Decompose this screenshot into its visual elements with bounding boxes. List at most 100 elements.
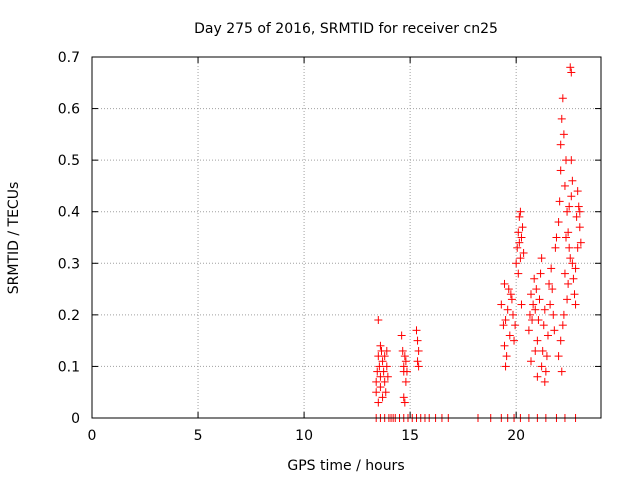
data-point [378,357,387,366]
y-tick-label: 0.7 [58,50,80,66]
data-point [539,321,548,330]
data-point [554,352,563,361]
data-point [543,331,552,340]
data-point [499,321,508,330]
data-point [574,202,583,211]
data-point [525,310,534,319]
y-tick-label: 0.3 [58,256,80,272]
data-point [566,63,575,72]
data-point [378,393,387,402]
data-point [535,295,544,304]
data-point [542,352,551,361]
data-point [501,362,510,371]
data-point [400,352,409,361]
data-point [551,243,560,252]
data-point [382,362,391,371]
data-point [533,336,542,345]
data-point [530,274,539,283]
data-point [413,357,422,366]
data-point [533,372,542,381]
data-point [529,300,538,309]
data-point [537,362,546,371]
data-point [564,228,573,237]
data-point [532,285,541,294]
y-tick-label: 0.4 [58,205,80,221]
data-point [374,316,383,325]
data-point [556,336,565,345]
data-point [376,372,385,381]
data-point [557,114,566,123]
x-tick-label: 15 [401,428,419,444]
data-point [515,212,524,221]
data-point [560,181,569,190]
data-point [576,238,585,247]
data-point [540,377,549,386]
data-point [573,243,582,252]
x-tick-label: 10 [295,428,313,444]
data-point [545,279,554,288]
data-point [557,367,566,376]
data-point [412,326,421,335]
data-point [500,279,509,288]
data-point [400,398,409,407]
data-point [558,94,567,103]
data-point [380,352,389,361]
data-point [514,228,523,237]
data-point [379,367,388,376]
data-point [516,254,525,263]
data-point [372,388,381,397]
data-point [567,68,576,77]
data-point [548,285,557,294]
data-point [534,316,543,325]
data-point [550,326,559,335]
y-tick-label: 0 [71,411,80,427]
data-point [380,377,389,386]
data-point [383,372,392,381]
data-point [562,233,571,242]
data-point [413,336,422,345]
data-point [519,248,528,257]
data-point [527,290,536,299]
data-point [569,274,578,283]
data-point [572,212,581,221]
data-point [546,300,555,309]
data-point [559,130,568,139]
data-point [565,202,574,211]
x-axis-label: GPS time / hours [287,458,404,474]
data-point [376,341,385,350]
data-point [531,305,540,314]
data-point [563,207,572,216]
data-point [573,187,582,196]
data-point [414,362,423,371]
data-point [511,321,520,330]
grid [92,57,601,418]
data-point [512,259,521,268]
data-point [518,223,527,232]
data-point [538,346,547,355]
data-point [524,326,533,335]
data-point [517,233,526,242]
data-point [567,192,576,201]
data-point [397,331,406,340]
data-point [565,243,574,252]
data-point [527,357,536,366]
chart-title: Day 275 of 2016, SRMTID for receiver cn2… [194,21,498,37]
data-point [575,223,584,232]
data-point [505,331,514,340]
data-point [559,310,568,319]
y-tick-label: 0.5 [58,153,80,169]
data-point [554,218,563,227]
data-point [552,233,561,242]
data-point [568,259,577,268]
data-point [568,176,577,185]
data-point [555,197,564,206]
data-point [497,300,506,309]
data-point [541,367,550,376]
data-point [504,285,513,294]
data-point [531,346,540,355]
data-point [564,279,573,288]
data-point [556,140,565,149]
data-point [575,207,584,216]
data-point [567,156,576,165]
